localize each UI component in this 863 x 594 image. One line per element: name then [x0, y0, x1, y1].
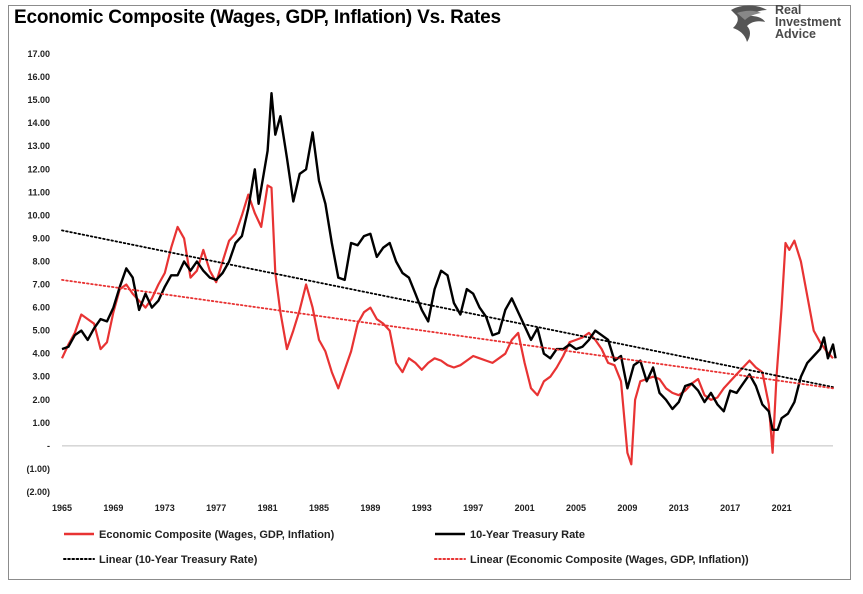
y-tick-label: 11.00: [28, 187, 50, 197]
y-tick-label: 2.00: [32, 395, 50, 405]
legend-label: Linear (10-Year Treasury Rate): [99, 554, 258, 566]
x-tick-label: 1965: [52, 503, 72, 513]
y-tick-label: 14.00: [27, 118, 50, 128]
y-tick-label: 8.00: [32, 256, 50, 266]
x-tick-label: 1973: [155, 503, 175, 513]
y-tick-label: 16.00: [27, 72, 50, 82]
y-tick-label: 10.00: [27, 210, 50, 220]
legend-label: Linear (Economic Composite (Wages, GDP, …: [470, 554, 749, 566]
y-tick-label: (1.00): [26, 464, 50, 474]
composite-series-line: [62, 185, 833, 464]
y-tick-label: 1.00: [32, 418, 50, 428]
chart-legend: Economic Composite (Wages, GDP, Inflatio…: [64, 529, 749, 566]
x-tick-label: 1981: [258, 503, 278, 513]
treasury-series-line: [62, 93, 836, 430]
y-tick-label: 15.00: [27, 95, 50, 105]
y-axis-ticks: (2.00) (1.00) - 1.00 2.00 3.00 4.00 5.00 6.00 7.0…: [26, 49, 50, 497]
x-tick-label: 2005: [566, 503, 586, 513]
y-tick-label: 6.00: [32, 303, 50, 313]
x-tick-label: 1993: [412, 503, 432, 513]
chart-series: [62, 93, 836, 464]
y-tick-label: 13.00: [27, 141, 50, 151]
x-tick-label: 1985: [309, 503, 329, 513]
y-tick-label: 3.00: [32, 372, 50, 382]
x-tick-label: 2017: [720, 503, 740, 513]
treasury-trend-line: [62, 230, 833, 387]
y-tick-label: 12.00: [27, 164, 50, 174]
x-tick-label: 2021: [772, 503, 792, 513]
y-tick-label: 9.00: [32, 233, 50, 243]
x-tick-label: 2001: [515, 503, 535, 513]
x-tick-label: 1969: [103, 503, 123, 513]
x-tick-label: 1977: [206, 503, 226, 513]
composite-trend-line: [62, 280, 833, 388]
x-tick-label: 1997: [463, 503, 483, 513]
y-tick-label: 17.00: [27, 49, 50, 59]
x-tick-label: 2013: [669, 503, 689, 513]
x-tick-label: 1989: [360, 503, 380, 513]
legend-label: 10-Year Treasury Rate: [470, 529, 585, 541]
legend-label: Economic Composite (Wages, GDP, Inflatio…: [99, 529, 335, 541]
y-tick-label: 7.00: [32, 280, 50, 290]
y-tick-label: 4.00: [32, 349, 50, 359]
y-tick-label: 5.00: [32, 326, 50, 336]
y-tick-label: -: [47, 441, 50, 451]
x-axis: 1965 1969 1973 1977 1981 1985 1989 1993 1997 2001…: [52, 446, 833, 513]
x-tick-label: 2009: [617, 503, 637, 513]
y-tick-label: (2.00): [26, 487, 50, 497]
